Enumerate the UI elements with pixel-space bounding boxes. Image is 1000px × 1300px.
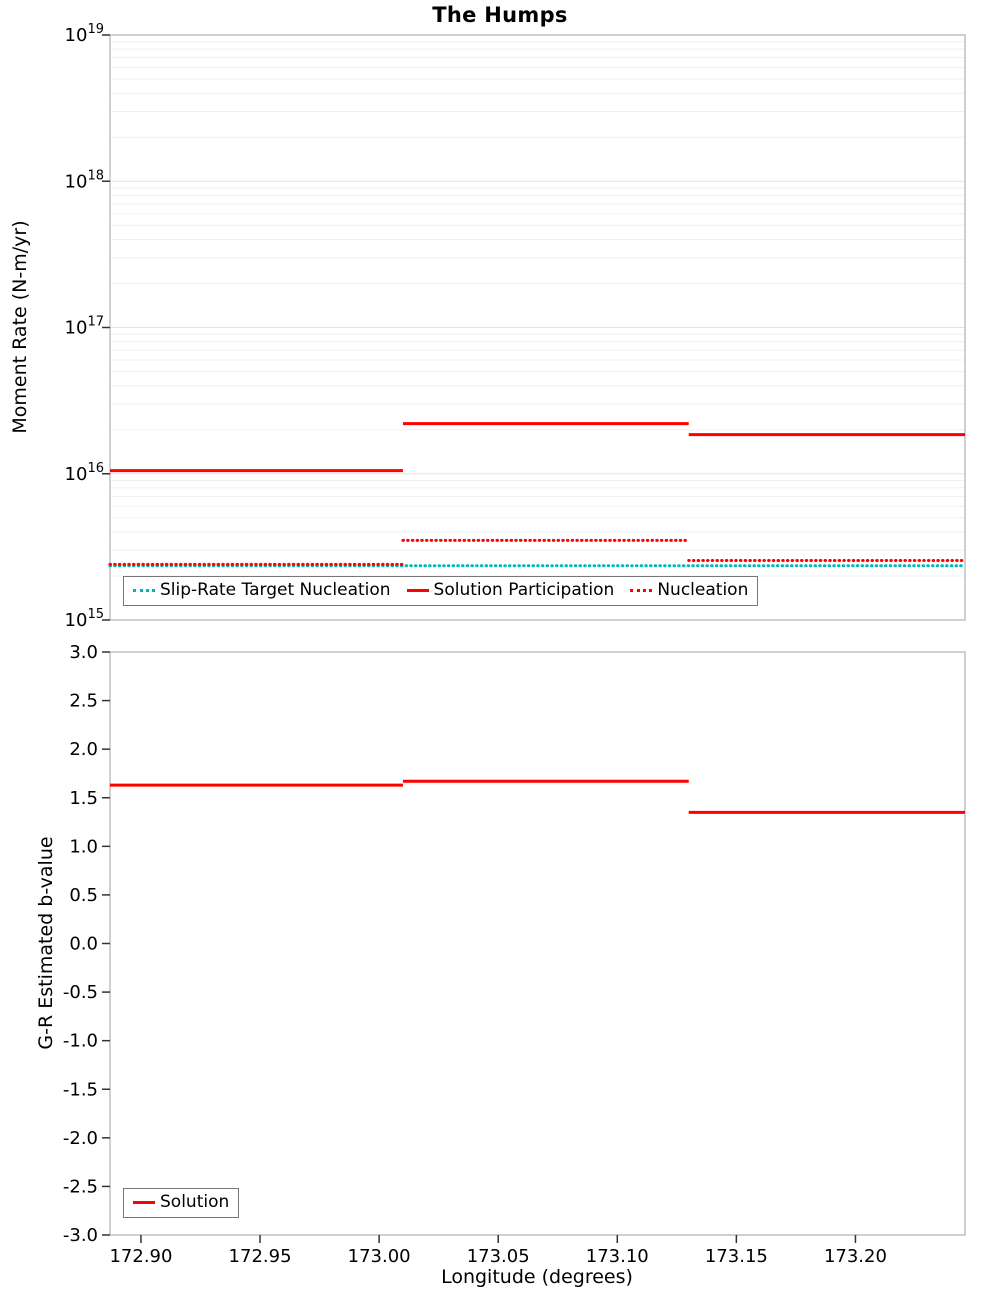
legend-entry-nucleation: Nucleation [630,580,749,601]
y-axis-label-moment-rate: Moment Rate (N-m/yr) [9,220,31,434]
y-tick-label: 2.0 [69,739,98,760]
x-tick-label: 173.20 [824,1246,887,1267]
slip-rate-target-nucleation-line-sample [133,589,155,593]
y-tick-label: 1.0 [69,836,98,857]
series-nucleation [108,538,967,566]
legend-b-value: Solution [123,1188,240,1218]
y-tick-label: -1.5 [63,1079,98,1100]
legend-label-nucleation: Nucleation [657,580,749,600]
y-tick-label: 1.5 [69,788,98,809]
figure-title: The Humps [432,3,568,27]
nucleation-line-sample [630,589,653,593]
legend-moment-rate: Slip-Rate Target Nucleation Solution Par… [123,576,759,606]
x-tick-label: 172.90 [109,1246,172,1267]
moment-rate-plot: 1015 1016 1017 1018 1019 [65,22,967,631]
x-tick-label: 172.95 [229,1246,292,1267]
x-tick-label: 173.15 [705,1246,768,1267]
solution-line-sample [133,1201,155,1205]
y-tick-label: 1018 [65,168,104,192]
y-tick-label: -3.0 [63,1225,98,1246]
y-tick-label: -2.0 [63,1128,98,1149]
x-tick-label: 173.10 [586,1246,649,1267]
y-tick-label: -2.5 [63,1176,98,1197]
y-tick-label: 0.5 [69,885,98,906]
y-tick-label: 1016 [65,461,104,485]
b-value-plot: 3.0 2.5 2.0 1.5 1.0 0.5 0.0 -0.5 -1.0 -1.5 -2.0 -2.… [63,642,966,1267]
y-axis-label-b-value: G-R Estimated b-value [35,836,57,1050]
y-tick-label: 3.0 [69,642,98,663]
y-tick-label: 1015 [65,607,104,631]
x-tick-label: 173.00 [348,1246,411,1267]
x-axis-label-longitude: Longitude (degrees) [441,1266,633,1288]
y-tick-label: 1019 [65,22,104,46]
y-tick-label: -1.0 [63,1031,98,1052]
y-tick-label: 1017 [65,315,104,339]
x-tick-label: 173.05 [467,1246,530,1267]
legend-entry-slip-rate-target-nucleation: Slip-Rate Target Nucleation [133,580,391,601]
legend-label-solution-participation: Solution Participation [433,580,615,600]
y-tick-label: 0.0 [69,934,98,955]
legend-entry-solution-participation: Solution Participation [406,580,615,601]
series-solution-participation [110,422,965,473]
plot-border [109,651,966,1236]
legend-label-solution: Solution [160,1192,230,1212]
series-solution [110,779,965,814]
solution-participation-line-sample [406,589,429,593]
legend-label-slip-rate-target-nucleation: Slip-Rate Target Nucleation [160,580,391,600]
y-tick-label: 2.5 [69,691,98,712]
y-tick-label: -0.5 [63,982,98,1003]
legend-entry-solution: Solution [133,1192,230,1213]
